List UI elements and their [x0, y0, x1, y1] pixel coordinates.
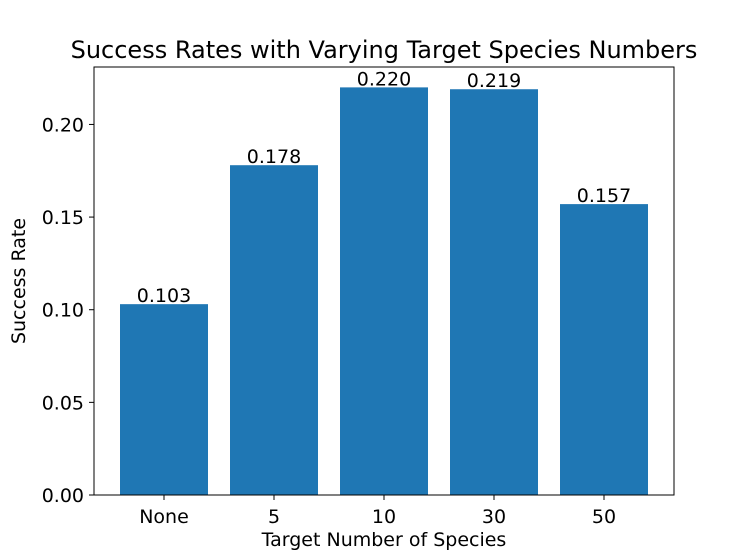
data-label: 0.220 [357, 68, 411, 90]
x-axis-label: Target Number of Species [261, 529, 507, 551]
y-tick-label: 0.15 [42, 207, 84, 229]
x-tick-label: 50 [592, 506, 616, 528]
bar-30 [450, 89, 538, 495]
y-axis-label: Success Rate [8, 218, 30, 344]
x-tick-label: 30 [482, 506, 506, 528]
data-label: 0.219 [467, 70, 521, 92]
x-tick-label: 5 [268, 506, 280, 528]
x-tick-label: 10 [372, 506, 396, 528]
y-axis-ticks: 0.00 0.05 0.10 0.15 0.20 [42, 114, 94, 507]
x-tick-label: None [139, 506, 189, 528]
data-label: 0.178 [247, 146, 301, 168]
data-labels-group: 0.103 0.178 0.220 0.219 0.157 [137, 68, 631, 307]
y-tick-label: 0.10 [42, 300, 84, 322]
y-tick-label: 0.20 [42, 114, 84, 136]
y-tick-label: 0.00 [42, 485, 84, 507]
y-tick-label: 0.05 [42, 392, 84, 414]
x-axis-ticks: None 5 10 30 50 [139, 495, 616, 528]
bar-10 [340, 87, 428, 495]
data-label: 0.103 [137, 285, 191, 307]
bar-5 [230, 165, 318, 495]
bars-group [120, 87, 648, 496]
bar-50 [560, 204, 648, 496]
chart-title: Success Rates with Varying Target Specie… [71, 36, 698, 64]
bar-none [120, 304, 208, 495]
data-label: 0.157 [577, 185, 631, 207]
